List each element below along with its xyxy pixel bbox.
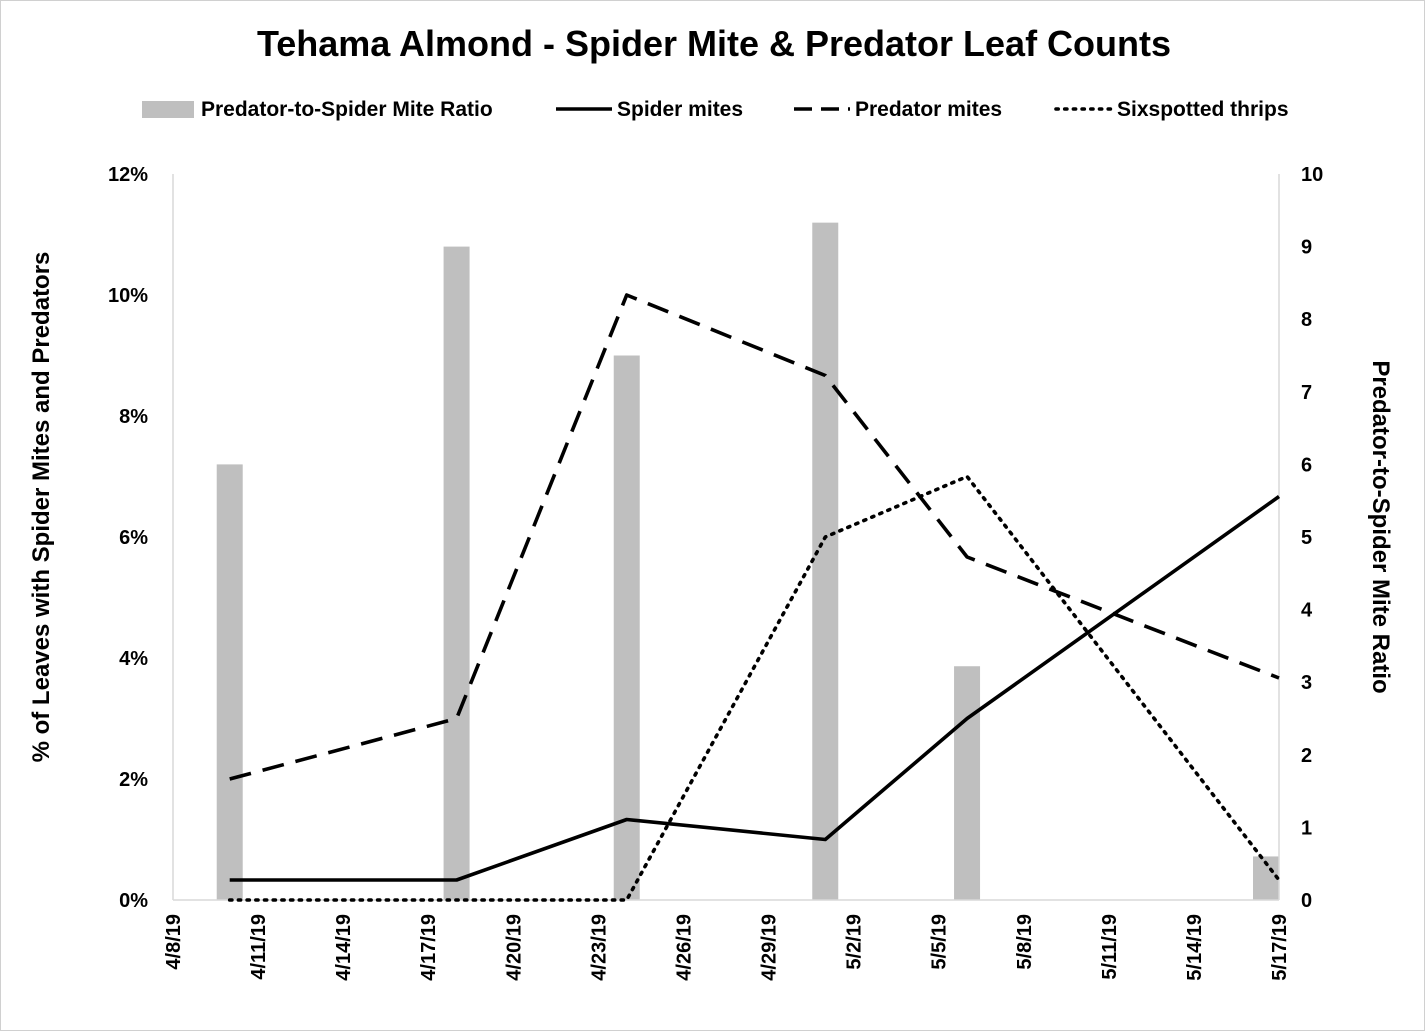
y-right-tick-label: 1 [1301, 817, 1312, 839]
y-left-tick-label: 2% [119, 769, 148, 791]
y-right-axis-title: Predator-to-Spider Mite Ratio [1367, 360, 1394, 693]
y-right-tick-label: 6 [1301, 454, 1312, 476]
lines [227, 293, 1281, 902]
bar-ratio-0 [216, 464, 243, 900]
y-right-tick-label: 10 [1301, 164, 1323, 186]
bars [216, 222, 1279, 901]
legend-label: Predator-to-Spider Mite Ratio [201, 98, 493, 121]
y-left-tick-label: 4% [119, 648, 148, 670]
x-tick-label: 4/17/19 [418, 914, 440, 981]
y-right-tick-label: 3 [1301, 672, 1312, 694]
axes [172, 174, 1280, 901]
legend-label: Predator mites [855, 98, 1002, 121]
legend: Predator-to-Spider Mite Ratio Spider mite… [142, 98, 1289, 121]
y-right-tick-label: 7 [1301, 382, 1312, 404]
y-right-tick-label: 8 [1301, 309, 1312, 331]
y-right-tick-label: 4 [1301, 600, 1313, 622]
x-tick-label: 4/8/19 [163, 914, 185, 970]
y-left-tick-label: 0% [119, 890, 148, 912]
y-left-tick-label: 8% [119, 406, 148, 428]
legend-swatch-bar [142, 101, 194, 118]
x-tick-label: 5/11/19 [1099, 914, 1121, 980]
series-line-predator-mites [229, 293, 1280, 781]
bar-ratio-4 [954, 666, 981, 900]
y-left-tick-label: 6% [119, 527, 148, 549]
bar-ratio-2 [613, 355, 640, 900]
bar-ratio-1 [443, 246, 470, 901]
y-right-tick-label: 5 [1301, 527, 1312, 549]
tick-labels: 0% 2% 4% 6% 8% 10% 12% 0 1 2 3 4 5 6 7 8 9 10 4/8/19 4/11/1… [108, 164, 1323, 981]
x-tick-label: 4/20/19 [503, 914, 525, 981]
x-tick-label: 5/5/19 [929, 914, 951, 970]
x-tick-label: 4/23/19 [588, 914, 610, 981]
y-right-tick-label: 0 [1301, 890, 1312, 912]
bar-ratio-3 [812, 222, 839, 901]
x-tick-label: 5/14/19 [1184, 914, 1206, 981]
x-tick-label: 5/8/19 [1014, 914, 1036, 970]
x-tick-label: 5/17/19 [1269, 914, 1291, 981]
x-tick-label: 5/2/19 [844, 914, 866, 970]
x-tick-label: 4/14/19 [333, 914, 355, 981]
x-tick-label: 4/29/19 [759, 914, 781, 981]
series-line-sixspotted-thrips [227, 474, 1281, 902]
legend-label: Spider mites [617, 98, 743, 121]
x-tick-label: 4/11/19 [248, 914, 270, 980]
x-tick-label: 4/26/19 [674, 914, 696, 981]
y-left-tick-label: 10% [108, 285, 148, 307]
series-line-spider-mites [229, 495, 1281, 882]
y-right-tick-label: 2 [1301, 745, 1312, 767]
y-left-axis-title: % of Leaves with Spider Mites and Predat… [28, 252, 55, 763]
y-left-tick-label: 12% [108, 164, 148, 186]
chart-title: Tehama Almond - Spider Mite & Predator L… [257, 23, 1171, 64]
y-right-tick-label: 9 [1301, 237, 1312, 259]
legend-label: Sixspotted thrips [1117, 98, 1289, 121]
